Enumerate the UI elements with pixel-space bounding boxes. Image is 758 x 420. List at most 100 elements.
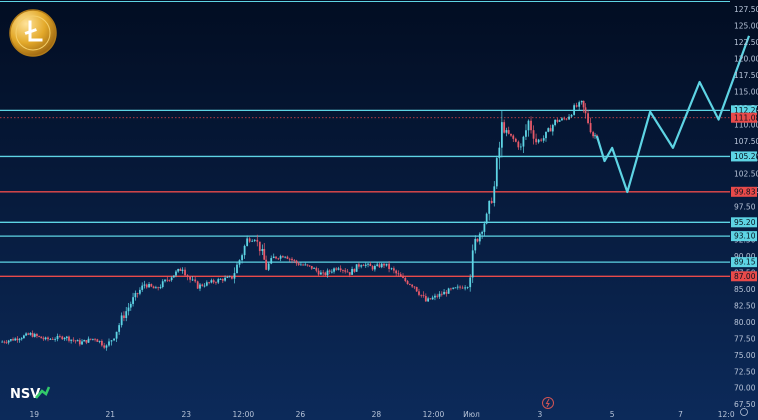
candle-body [429,298,432,300]
candle-body [159,287,162,289]
candle-body [395,270,398,274]
time-tick-label: 26 [296,410,306,419]
level-badge: 99.83 [731,186,757,197]
litecoin-coin-icon [9,9,57,57]
time-tick-label: 21 [105,410,115,419]
candle-body [110,340,113,342]
candle-body [399,274,402,277]
candle-body [96,339,99,342]
candle-body [454,287,457,289]
candle-body [74,340,77,342]
candle-body [108,341,110,346]
time-tick-label: 12:00 [423,410,445,419]
candle-body [434,295,436,298]
candle-body [402,276,404,278]
candle-body [91,338,94,340]
candle-body [76,340,79,342]
candle-body [517,141,520,148]
candle-body [348,272,351,275]
candle-body [594,135,596,137]
candle-body [431,297,434,300]
candle-body [42,338,45,340]
time-tick-label: 28 [372,410,382,419]
candle-body [129,303,132,308]
candle-body [415,286,418,292]
candle-body [297,263,300,265]
level-badge-label: 105.20 [734,152,758,161]
candle-body [324,272,327,276]
candle-body [388,263,390,269]
candle-body [18,339,21,341]
candle-body [115,331,118,339]
candle-body [261,249,264,252]
level-badge: 105.20 [731,151,758,162]
candle-body [369,263,372,267]
candle-body [36,334,38,337]
candle-body [519,146,522,148]
candle-body [172,275,175,278]
candle-body [364,264,367,266]
level-badge-label: 111.08 [734,113,758,122]
candle-body [362,265,365,267]
candle-body [339,268,342,271]
candle-body [328,270,331,272]
candle-body [38,336,41,337]
candle-body [304,264,307,266]
candle-body [81,341,83,345]
candle-body [20,338,23,340]
candle-body [134,293,137,298]
price-tick-label: 90.00 [734,252,756,261]
candle-body [367,263,369,265]
candle-body [212,280,215,283]
time-tick-label: 5 [610,410,615,419]
candle-body [203,285,206,287]
price-tick-label: 117.50 [734,71,758,80]
candle-body [418,291,420,295]
candle-body [5,342,8,344]
candle-body [154,287,157,289]
candle-body [179,268,182,271]
lightning-icon[interactable] [542,397,554,409]
candle-body [166,279,169,281]
candle-body [186,275,189,277]
candle-body [40,336,43,339]
candle-body [584,107,587,114]
candle-body [49,339,52,340]
candle-body [189,276,192,280]
candle-body [275,256,277,259]
candle-body [157,287,160,289]
candle-body [263,249,266,260]
candle-body [565,118,568,120]
candle-body [286,256,289,259]
price-tick-label: 70.00 [734,384,756,393]
projection-layer [595,35,751,194]
candle-body [411,284,414,287]
candle-body [582,100,585,108]
axis-settings-icon[interactable] [740,408,748,416]
candle-body [383,263,385,266]
candle-body [89,338,92,340]
candle-body [573,105,576,115]
candle-body [563,118,566,120]
price-tick-label: 80.00 [734,318,756,327]
candle-body [208,282,211,284]
candle-body [385,263,388,266]
candle-body [413,286,416,288]
candle-body [592,132,595,137]
candle-body [390,268,393,270]
candle-body [302,264,304,266]
price-tick-label: 97.50 [734,203,756,212]
candle-body [488,200,491,214]
candle-body [558,120,561,122]
price-tick-label: 77.50 [734,334,756,343]
candle-body [326,270,329,276]
time-tick-label: 7 [678,410,683,419]
candle-body [556,119,559,122]
candle-body [22,335,25,339]
candle-body [495,158,498,187]
candle-body [1,341,4,343]
candle-body [507,130,510,134]
